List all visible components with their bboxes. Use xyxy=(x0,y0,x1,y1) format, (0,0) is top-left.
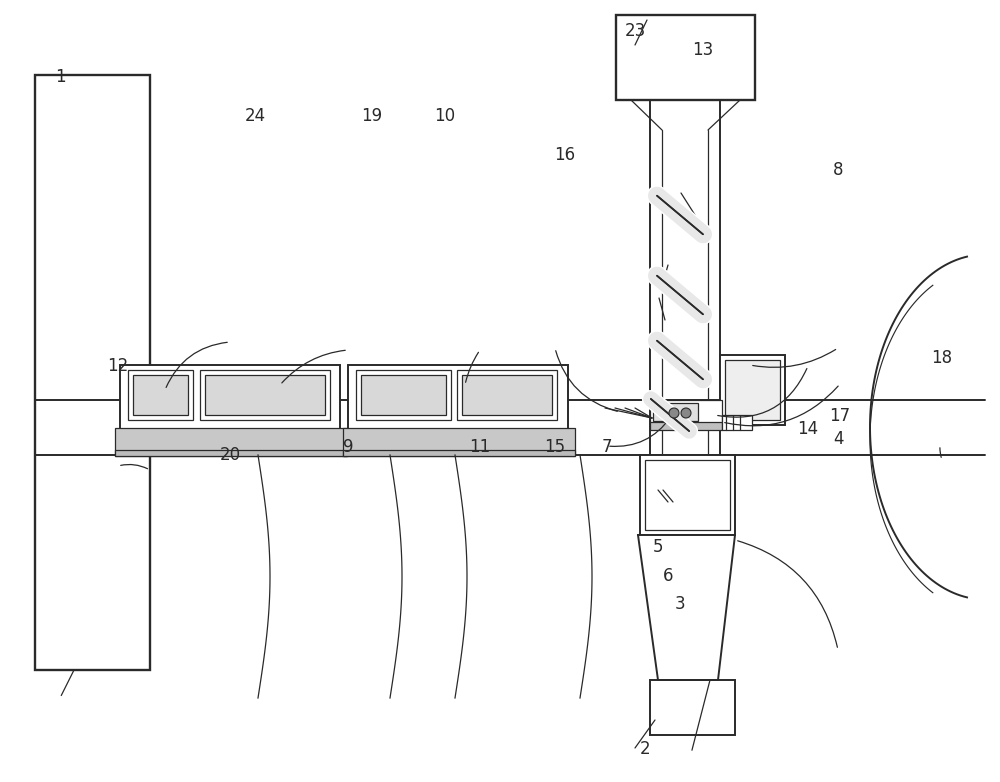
Text: 20: 20 xyxy=(219,446,241,465)
Text: 16: 16 xyxy=(554,145,576,164)
Bar xyxy=(725,360,780,420)
Bar xyxy=(115,450,347,456)
Text: 12: 12 xyxy=(107,357,129,375)
Text: 14: 14 xyxy=(797,419,819,438)
Text: 10: 10 xyxy=(434,106,456,125)
Bar xyxy=(722,415,752,430)
Text: 3: 3 xyxy=(675,594,685,613)
Bar xyxy=(361,375,446,415)
Bar xyxy=(720,355,785,425)
Text: 11: 11 xyxy=(469,438,491,457)
Bar xyxy=(356,370,451,420)
Text: 1: 1 xyxy=(55,67,65,86)
Bar xyxy=(128,370,193,420)
Text: 4: 4 xyxy=(833,430,843,449)
Text: 5: 5 xyxy=(653,538,663,557)
Bar xyxy=(650,400,722,425)
Text: 2: 2 xyxy=(640,740,650,759)
Text: 8: 8 xyxy=(833,161,843,180)
Bar xyxy=(35,75,150,670)
Text: 17: 17 xyxy=(829,407,851,425)
Bar xyxy=(205,375,325,415)
Text: 23: 23 xyxy=(624,22,646,41)
Bar xyxy=(462,375,552,415)
Bar xyxy=(115,428,347,456)
Bar xyxy=(200,370,330,420)
Text: 19: 19 xyxy=(361,106,383,125)
Bar xyxy=(120,365,340,455)
Bar xyxy=(650,422,722,430)
Circle shape xyxy=(681,408,691,418)
Bar xyxy=(645,460,730,530)
Bar xyxy=(616,15,755,100)
Text: 18: 18 xyxy=(931,349,953,368)
Bar xyxy=(640,455,735,535)
Text: 24: 24 xyxy=(244,106,266,125)
Circle shape xyxy=(669,408,679,418)
Text: 9: 9 xyxy=(343,438,353,457)
Bar xyxy=(650,680,735,735)
Bar xyxy=(653,403,698,421)
Polygon shape xyxy=(638,535,735,680)
Text: 7: 7 xyxy=(602,438,612,457)
Text: 6: 6 xyxy=(663,566,673,585)
Text: 15: 15 xyxy=(544,438,566,457)
Text: 13: 13 xyxy=(692,41,714,59)
Bar xyxy=(457,370,557,420)
Bar xyxy=(343,428,575,456)
Bar xyxy=(343,450,575,456)
Bar xyxy=(348,365,568,455)
Bar xyxy=(133,375,188,415)
